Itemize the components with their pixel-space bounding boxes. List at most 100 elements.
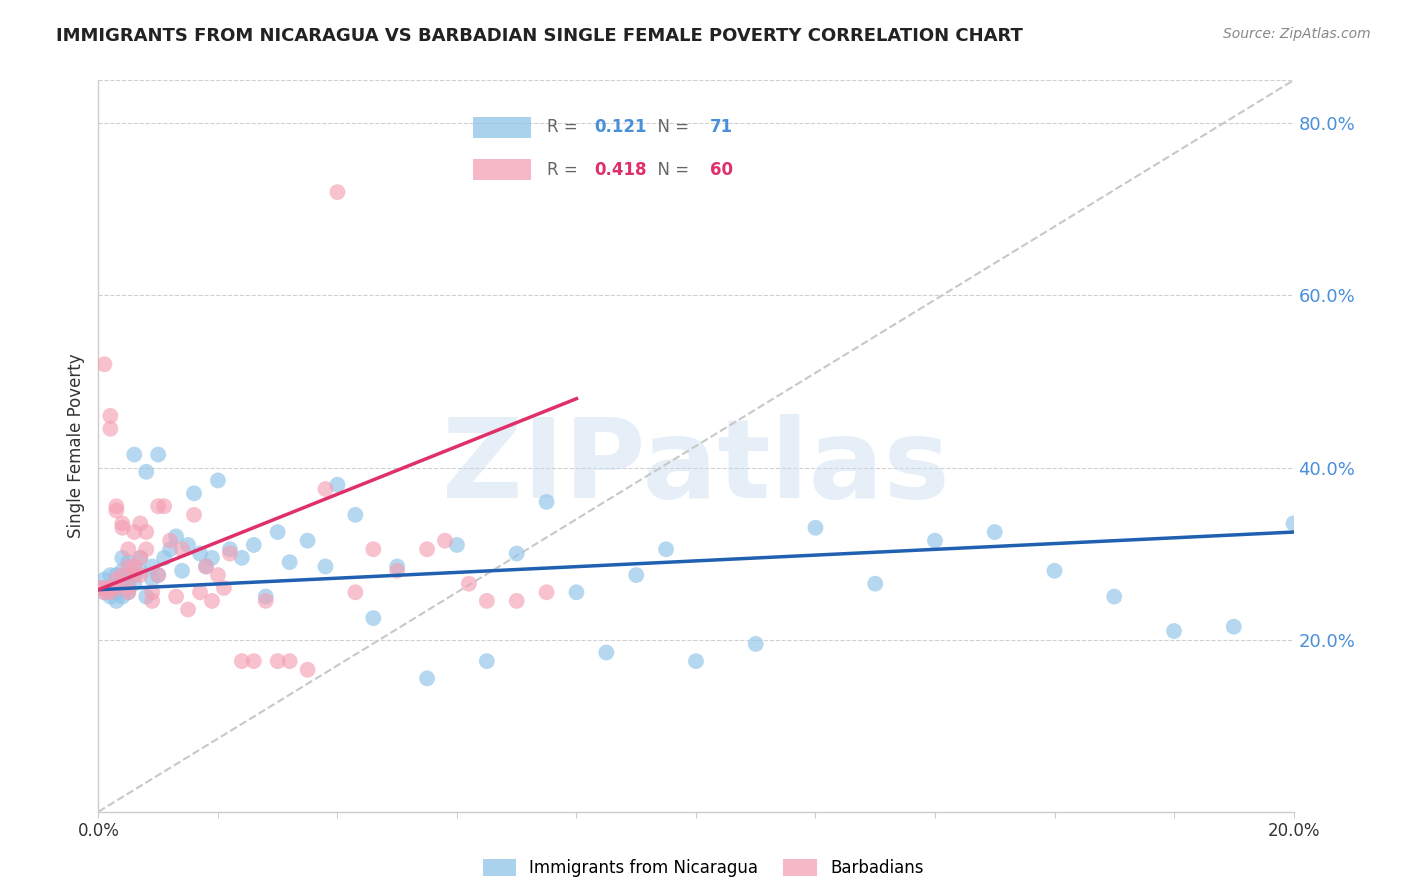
- Point: [231, 550, 253, 565]
- Point: [565, 585, 588, 599]
- Point: [111, 590, 134, 604]
- Point: [326, 477, 349, 491]
- Point: [117, 542, 139, 557]
- Point: [111, 576, 134, 591]
- Point: [865, 576, 887, 591]
- Point: [254, 594, 277, 608]
- Point: [1282, 516, 1305, 531]
- Point: [117, 576, 139, 591]
- Point: [267, 524, 290, 539]
- Point: [93, 573, 115, 587]
- Point: [315, 559, 337, 574]
- Point: [111, 521, 134, 535]
- Point: [506, 594, 529, 608]
- Point: [416, 671, 439, 685]
- Point: [212, 581, 235, 595]
- Point: [124, 568, 146, 582]
- Point: [195, 559, 218, 574]
- Point: [153, 500, 176, 514]
- Point: [93, 585, 115, 599]
- Point: [595, 646, 617, 660]
- Point: [90, 581, 112, 595]
- Point: [219, 542, 242, 557]
- Point: [804, 521, 827, 535]
- Point: [201, 594, 224, 608]
- Point: [124, 576, 146, 591]
- Point: [219, 547, 242, 561]
- Point: [105, 573, 128, 587]
- Text: IMMIGRANTS FROM NICARAGUA VS BARBADIAN SINGLE FEMALE POVERTY CORRELATION CHART: IMMIGRANTS FROM NICARAGUA VS BARBADIAN S…: [56, 27, 1024, 45]
- Point: [98, 568, 122, 582]
- Point: [363, 611, 385, 625]
- Point: [254, 590, 277, 604]
- Point: [278, 654, 301, 668]
- Point: [98, 585, 122, 599]
- Point: [506, 547, 529, 561]
- Point: [141, 594, 163, 608]
- Point: [111, 516, 134, 531]
- Point: [105, 503, 128, 517]
- Point: [124, 448, 146, 462]
- Point: [231, 654, 253, 668]
- Point: [183, 508, 205, 522]
- Point: [177, 602, 200, 616]
- Point: [135, 542, 157, 557]
- Point: [326, 185, 349, 199]
- Point: [278, 555, 301, 569]
- Point: [98, 581, 122, 595]
- Point: [93, 581, 115, 595]
- Legend: Immigrants from Nicaragua, Barbadians: Immigrants from Nicaragua, Barbadians: [475, 852, 931, 884]
- Point: [117, 585, 139, 599]
- Point: [148, 568, 170, 582]
- Point: [1043, 564, 1066, 578]
- Point: [111, 564, 134, 578]
- Point: [201, 550, 224, 565]
- Point: [165, 529, 187, 543]
- Point: [159, 542, 181, 557]
- Point: [984, 524, 1007, 539]
- Point: [1223, 620, 1246, 634]
- Point: [129, 550, 152, 565]
- Point: [385, 559, 409, 574]
- Point: [141, 573, 163, 587]
- Point: [129, 550, 152, 565]
- Point: [434, 533, 457, 548]
- Point: [93, 357, 115, 371]
- Point: [626, 568, 648, 582]
- Point: [148, 568, 170, 582]
- Point: [207, 568, 229, 582]
- Point: [924, 533, 946, 548]
- Point: [98, 422, 122, 436]
- Point: [117, 581, 139, 595]
- Point: [98, 409, 122, 423]
- Point: [475, 654, 498, 668]
- Point: [243, 538, 266, 552]
- Point: [105, 568, 128, 582]
- Point: [536, 495, 558, 509]
- Point: [1163, 624, 1185, 638]
- Point: [135, 465, 157, 479]
- Point: [344, 508, 367, 522]
- Point: [98, 581, 122, 595]
- Point: [363, 542, 385, 557]
- Point: [105, 581, 128, 595]
- Point: [124, 559, 146, 574]
- Point: [243, 654, 266, 668]
- Point: [344, 585, 367, 599]
- Point: [458, 576, 481, 591]
- Point: [124, 568, 146, 582]
- Point: [117, 555, 139, 569]
- Point: [655, 542, 678, 557]
- Point: [129, 564, 152, 578]
- Point: [195, 559, 218, 574]
- Point: [177, 538, 200, 552]
- Point: [117, 568, 139, 582]
- Point: [207, 474, 229, 488]
- Point: [172, 564, 194, 578]
- Point: [172, 542, 194, 557]
- Point: [111, 550, 134, 565]
- Point: [105, 594, 128, 608]
- Point: [153, 550, 176, 565]
- Point: [183, 486, 205, 500]
- Point: [141, 585, 163, 599]
